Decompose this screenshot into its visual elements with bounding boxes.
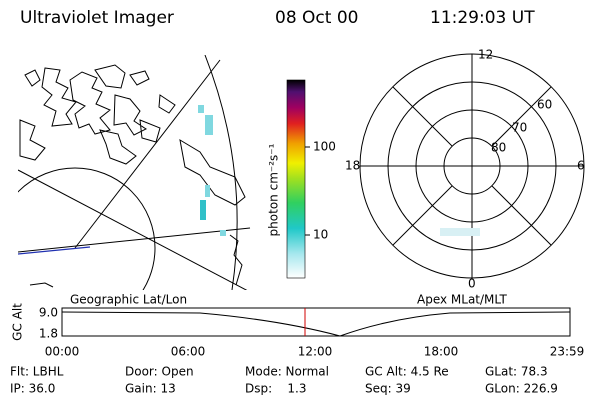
emission (198, 105, 226, 236)
status-field: Flt: LBHL (10, 365, 64, 379)
altitude-plot: GC Alt 9.0 1.8 00:00 06:00 12:00 18:00 2… (11, 303, 585, 359)
x-tick-label: 12:00 (298, 345, 333, 359)
status-field: GC Alt: 4.5 Re (365, 365, 449, 379)
hour-label: 6 (577, 159, 585, 173)
time: 11:29:03 UT (430, 8, 535, 28)
x-tick-label: 23:59 (550, 345, 585, 359)
hour-label: 12 (478, 48, 493, 62)
lat-label: 80 (491, 141, 506, 155)
y-tick-label: 1.8 (39, 327, 58, 341)
colorbar-label: photon cm⁻²s⁻¹ (267, 143, 281, 236)
polar-plot: 12 18 6 0 60 70 80 (345, 48, 585, 291)
y-tick-label: 9.0 (39, 306, 58, 320)
status-field: Dsp: 1.3 (245, 382, 307, 396)
x-tick-label: 00:00 (45, 345, 80, 359)
lat-label: 60 (537, 98, 552, 112)
status-field: Seq: 39 (365, 382, 411, 396)
status-field: Mode: Normal (245, 365, 329, 379)
colorbar-tick: 10 (313, 228, 328, 242)
date: 08 Oct 00 (275, 8, 358, 28)
lat-label: 70 (512, 121, 527, 135)
status-field: IP: 36.0 (10, 382, 55, 396)
header: Ultraviolet Imager 08 Oct 00 11:29:03 UT (20, 8, 535, 28)
status-field: GLon: 226.9 (485, 382, 558, 396)
footer: Flt: LBHL Door: Open Mode: Normal GC Alt: 4… (10, 365, 558, 396)
status-field: Gain: 13 (125, 382, 176, 396)
geographic-map (18, 55, 251, 290)
y-axis-label: GC Alt (11, 303, 25, 341)
x-tick-label: 06:00 (171, 345, 206, 359)
map-label: Apex MLat/MLT (417, 293, 507, 307)
hour-label: 0 (468, 277, 476, 291)
map-label: Geographic Lat/Lon (70, 293, 187, 307)
status-field: GLat: 78.3 (485, 365, 548, 379)
hour-label: 18 (345, 159, 360, 173)
colorbar-tick: 100 (313, 140, 336, 154)
title: Ultraviolet Imager (20, 8, 174, 28)
status-field: Door: Open (125, 365, 194, 379)
colorbar: 100 10 photon cm⁻²s⁻¹ (267, 79, 336, 279)
x-tick-label: 18:00 (424, 345, 459, 359)
